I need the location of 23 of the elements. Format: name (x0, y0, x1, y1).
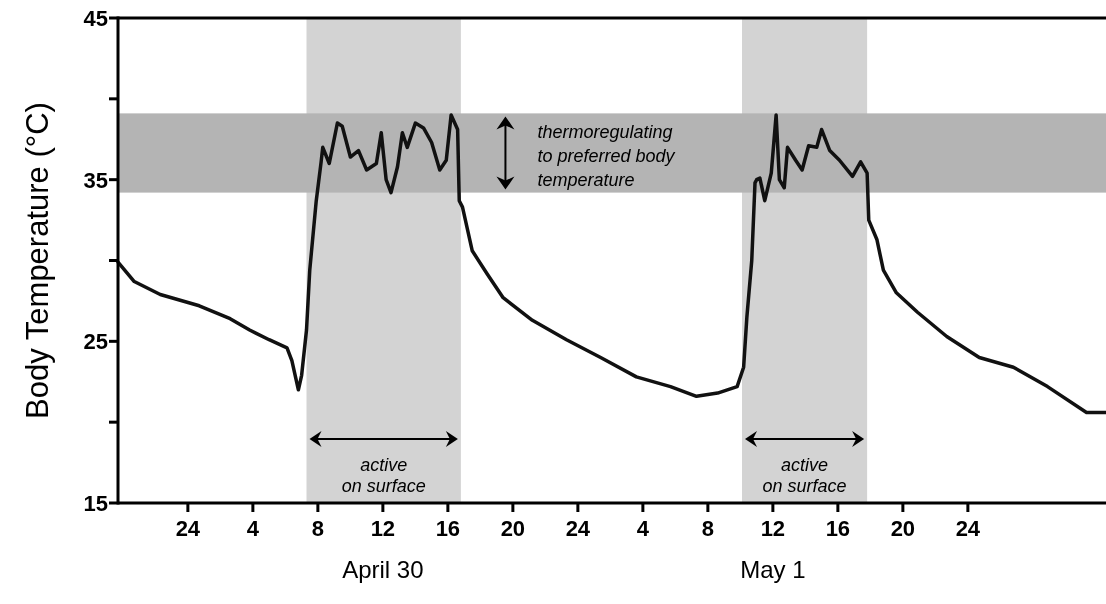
band-label: active on surface (341, 455, 426, 496)
x-tick-label: 24 (955, 516, 981, 541)
x-tick-label: 4 (246, 516, 260, 541)
band-label: thermoregulating to preferred body temperature (537, 122, 676, 191)
x-tick-label: 24 (175, 516, 201, 541)
x-tick-label: 8 (701, 516, 714, 541)
x-tick-label: 16 (825, 516, 851, 541)
y-tick-label: 25 (83, 329, 108, 355)
x-tick-label: 20 (890, 516, 916, 541)
y-axis-title: Body Temperature (°C) (20, 102, 55, 419)
x-tick-label: 24 (565, 516, 591, 541)
text: April 30 (342, 556, 424, 583)
y-tick-label: 35 (83, 167, 108, 193)
text: May 1 (740, 556, 806, 583)
x-tick-label: 20 (500, 516, 526, 541)
x-tick-label: 8 (311, 516, 324, 541)
x-tick-label: 4 (636, 516, 650, 541)
y-tick-label: 15 (83, 491, 108, 516)
x-tick-label: 16 (435, 516, 461, 541)
x-tick-label: 12 (760, 516, 786, 541)
x-tick-label: 12 (370, 516, 396, 541)
band-label: active on surface (762, 455, 847, 496)
y-tick-label: 45 (83, 6, 108, 31)
